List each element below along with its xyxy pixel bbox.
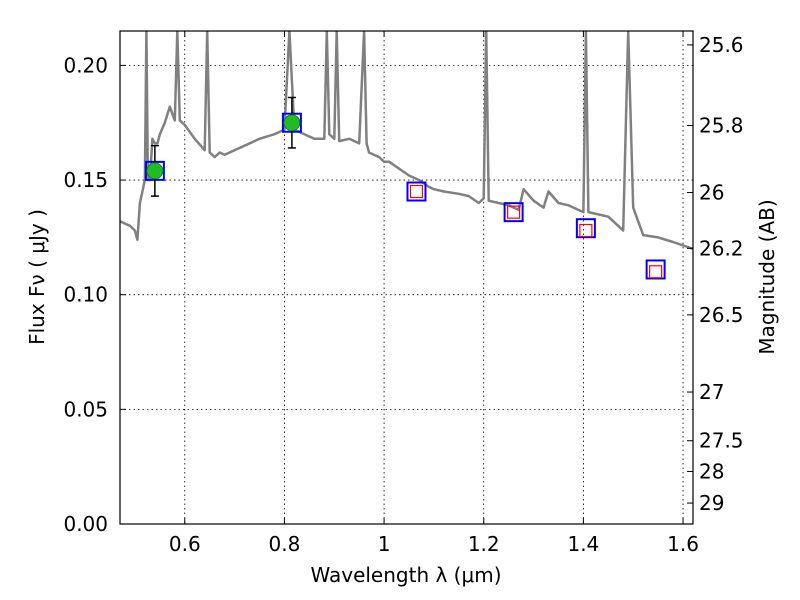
x-tick-label: 0.8 xyxy=(269,532,301,556)
y-axis-label: Flux Fν ( μJy ) xyxy=(25,209,49,345)
y-tick-label: 0.05 xyxy=(63,397,108,421)
right-tick-label: 26.5 xyxy=(699,303,744,327)
x-tick-label: 1.4 xyxy=(567,532,599,556)
y-tick-label: 0.10 xyxy=(63,283,108,307)
observed-point xyxy=(283,114,301,132)
right-tick-label: 27.5 xyxy=(699,429,744,453)
plot-frame xyxy=(119,30,694,525)
model-photometry-box xyxy=(406,181,427,202)
upper-limit-box xyxy=(579,223,593,238)
x-tick-label: 1.2 xyxy=(468,532,500,556)
y-tick-label: 0.15 xyxy=(63,168,108,192)
right-tick-label: 28 xyxy=(699,459,724,483)
y-tick-label: 0.00 xyxy=(63,512,108,536)
right-tick-label: 25.6 xyxy=(699,33,744,57)
upper-limit-box xyxy=(409,184,424,199)
model-photometry-box xyxy=(575,218,596,239)
model-spectrum-line xyxy=(120,31,693,250)
right-tick-label: 26.2 xyxy=(699,236,744,260)
x-axis-label: Wavelength λ (μm) xyxy=(310,563,501,587)
right-tick-label: 27 xyxy=(699,380,724,404)
x-tick-label: 1.6 xyxy=(667,532,699,556)
model-photometry-box xyxy=(503,202,524,223)
right-axis-label: Magnitude (AB) xyxy=(755,199,779,354)
ticks: 0.6 0.8 1 1.2 1.4 1.6 0.00 0.05 0.10 0.15 0.20 25.6… xyxy=(63,31,744,556)
observed-point xyxy=(146,162,164,180)
model-photometry-box xyxy=(645,259,666,280)
right-tick-label: 25.8 xyxy=(699,113,744,137)
x-tick-label: 0.6 xyxy=(169,532,201,556)
upper-limit-box xyxy=(649,265,663,279)
right-tick-label: 29 xyxy=(699,491,724,515)
upper-limit-box xyxy=(507,205,521,219)
markers xyxy=(144,96,666,280)
right-tick-label: 26 xyxy=(699,181,724,205)
y-tick-label: 0.20 xyxy=(63,53,108,77)
model-spectrum xyxy=(120,31,693,250)
x-tick-label: 1 xyxy=(378,532,391,556)
